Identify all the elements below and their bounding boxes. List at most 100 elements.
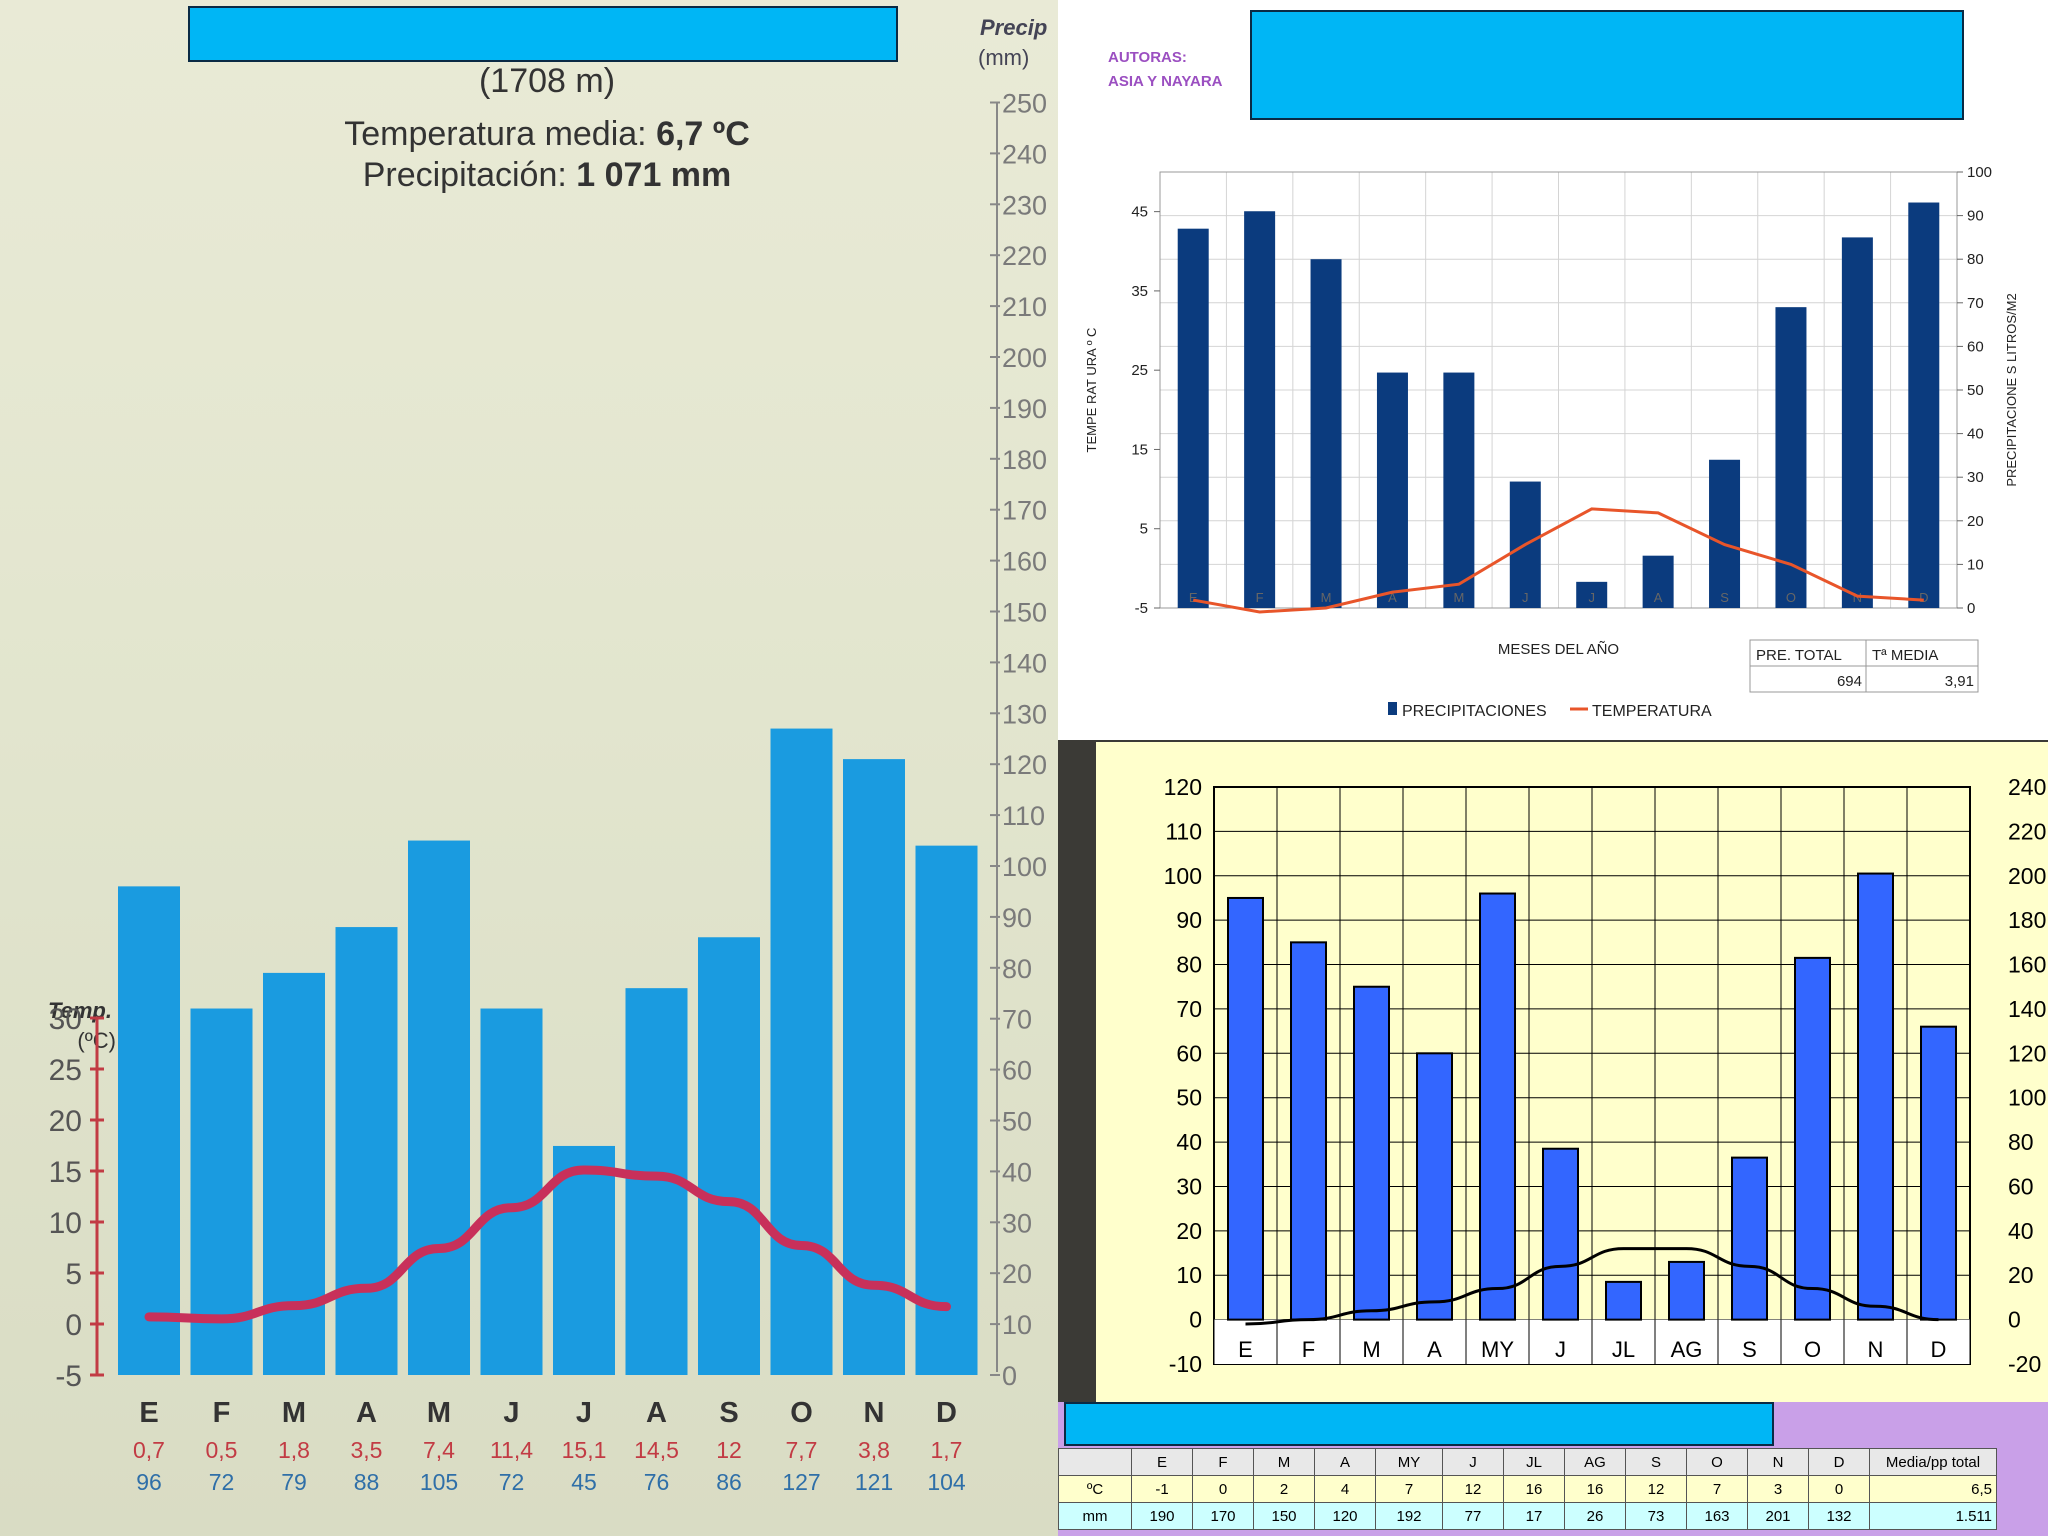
precip-value-label: 76 [644, 1469, 670, 1495]
temp-value-label: 12 [716, 1437, 742, 1463]
month-label: J [1588, 590, 1595, 605]
table-cell: 170 [1192, 1502, 1254, 1530]
precip-tick-label: 180 [2008, 907, 2046, 933]
temp-tick-label: 5 [1140, 521, 1148, 538]
precip-bar [480, 1008, 543, 1375]
precip-tick-label: 140 [2008, 996, 2046, 1022]
precip-tick-label: 160 [2008, 952, 2046, 978]
row-label: ºC [1058, 1475, 1132, 1503]
left-climograph: (1708 m) Temperatura media: 6,7 ºC Preci… [48, 15, 1047, 1495]
precip-tick-label: 80 [2008, 1129, 2034, 1155]
month-label: N [864, 1397, 885, 1429]
temp-tick-label: 45 [1131, 204, 1148, 221]
precip-tick-label: 110 [1002, 801, 1045, 831]
precip-value-label: 127 [782, 1469, 820, 1495]
precip-tick-label: 200 [1002, 343, 1047, 373]
row-label: mm [1058, 1502, 1132, 1530]
precip-tick-label: 230 [1002, 190, 1047, 220]
precip-bar [915, 845, 978, 1375]
precip-tick-label: 70 [1967, 295, 1984, 312]
table-cell: 190 [1131, 1502, 1193, 1530]
month-label: E [1238, 1337, 1253, 1362]
precip-bar [118, 886, 180, 1375]
summary-header-temp: Tª MEDIA [1872, 647, 1938, 664]
temp-tick-label: 10 [49, 1207, 82, 1240]
precip-value-label: 104 [927, 1469, 966, 1495]
table-row-temperature: ºC -1 0 2 4 7 12 16 16 12 7 3 0 6,5 [1058, 1475, 1997, 1503]
precip-value-label: 105 [420, 1469, 458, 1495]
month-label: O [790, 1397, 813, 1429]
table-corner-cell [1058, 1448, 1132, 1476]
column-header: M [1253, 1448, 1315, 1476]
temp-tick-label: -5 [1135, 600, 1148, 617]
temp-value-label: 3,8 [858, 1437, 890, 1463]
month-label: M [427, 1397, 451, 1429]
table-cell: -1 [1131, 1475, 1193, 1503]
temp-tick-label: 110 [1165, 818, 1202, 844]
authors-label: AUTORAS: [1108, 49, 1187, 66]
precip-axis-unit: (mm) [978, 45, 1029, 70]
month-label: AG [1671, 1337, 1703, 1362]
temp-value-label: 1,7 [931, 1437, 963, 1463]
temp-value-label: 11,4 [490, 1437, 533, 1463]
temp-tick-label: 20 [49, 1105, 82, 1138]
table-cell: 77 [1442, 1502, 1504, 1530]
table-cell: 0 [1192, 1475, 1254, 1503]
precip-tick-label: 20 [2008, 1262, 2034, 1288]
table-cell: 132 [1808, 1502, 1870, 1530]
table-cell: 1.511 [1869, 1502, 1997, 1530]
temp-tick-label: 0 [65, 1309, 82, 1342]
precip-tick-label: 20 [1002, 1259, 1032, 1289]
precip-bar [1731, 1156, 1768, 1321]
temp-tick-label: 5 [65, 1258, 82, 1291]
temp-tick-label: 50 [1176, 1085, 1202, 1111]
column-header: D [1808, 1448, 1870, 1476]
precip-tick-label: 10 [1002, 1310, 1032, 1340]
redacted-title [1250, 10, 1964, 120]
precip-tick-label: 160 [1002, 547, 1047, 577]
precip-tick-label: 240 [1002, 139, 1047, 169]
precip-value-label: 79 [281, 1469, 307, 1495]
precip-tick-label: 60 [1967, 338, 1984, 355]
column-header: N [1747, 1448, 1809, 1476]
month-label: S [1742, 1337, 1757, 1362]
precip-bar [1775, 307, 1807, 608]
precip-tick-label: 200 [2008, 863, 2046, 889]
legend-label-temp: TEMPERATURA [1592, 703, 1712, 720]
temp-tick-label: 35 [1131, 283, 1148, 300]
month-label: A [646, 1397, 667, 1429]
precip-tick-label: 170 [1002, 496, 1047, 526]
month-label: A [356, 1397, 377, 1429]
precip-bar [1227, 896, 1264, 1321]
precip-tick-label: 40 [1002, 1157, 1032, 1187]
month-label: J [503, 1397, 519, 1429]
month-label: E [139, 1397, 158, 1429]
summary-value-temp: 3,91 [1945, 673, 1974, 690]
precip-tick-label: 250 [1002, 89, 1047, 119]
legend-label-precip: PRECIPITACIONES [1402, 703, 1547, 720]
precip-value-label: 96 [136, 1469, 162, 1495]
temp-tick-label: 20 [1176, 1218, 1202, 1244]
precip-bar [1244, 211, 1276, 609]
precip-tick-label: 100 [1002, 852, 1047, 882]
precip-tick-label: 120 [1002, 750, 1047, 780]
top-right-climate-chart-panel: AUTORAS: ASIA Y NAYARA -5 5 15 25 35 45 0 10 20 3… [1058, 0, 2048, 740]
precip-tick-label: 10 [1967, 556, 1984, 573]
precip-tick-label: 150 [1002, 598, 1047, 628]
precip-bar [1576, 581, 1608, 608]
temp-tick-label: 90 [1176, 907, 1202, 933]
temp-tick-label: 25 [49, 1054, 82, 1087]
precip-tick-label: 90 [1002, 903, 1032, 933]
precip-bar [770, 728, 833, 1375]
table-cell: 7 [1686, 1475, 1748, 1503]
precip-bar [1642, 555, 1674, 608]
precip-bar [1479, 892, 1516, 1321]
precip-tick-label: 70 [1002, 1005, 1032, 1035]
temperature-line [1245, 1247, 1939, 1326]
mean-temperature-text: Temperatura media: 6,7 ºC [344, 115, 750, 153]
month-label: A [1427, 1337, 1442, 1362]
precip-bar [1353, 985, 1390, 1321]
precip-bar [1177, 228, 1209, 608]
temp-tick-label: 30 [1176, 1173, 1202, 1199]
precip-tick-label: 50 [1002, 1107, 1032, 1137]
